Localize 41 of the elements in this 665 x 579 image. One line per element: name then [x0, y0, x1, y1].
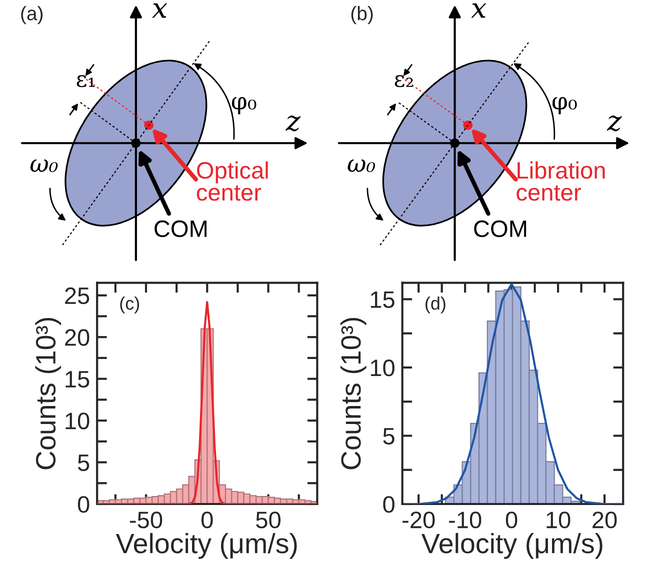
x-tick-label: -50 [130, 512, 162, 528]
x-tick-label: -10 [449, 512, 482, 528]
text: ω₀ [348, 160, 376, 172]
x-tick-label: 20 [592, 512, 617, 528]
y-axis-title: Counts (10³) [340, 318, 366, 470]
x-axis-title: Velocity (μm/s) [116, 532, 297, 559]
y-tick-label: 15 [66, 371, 90, 388]
text: (a) [21, 6, 43, 24]
text: ε₁ [76, 75, 94, 88]
text: COM [474, 220, 526, 238]
y-tick-label: 10 [66, 412, 90, 430]
text: Libration center [516, 161, 605, 201]
text: z [606, 116, 622, 132]
text: (b) [351, 6, 373, 24]
annotation: (d) [426, 296, 446, 314]
x-tick-label: -20 [402, 512, 435, 528]
text: COM [154, 220, 207, 238]
text: x [152, 3, 168, 18]
text: φ₀ [232, 97, 256, 114]
text: x [471, 3, 486, 18]
y-axis-title: Counts (10³) [35, 318, 62, 470]
text: ω₀ [30, 160, 58, 172]
y-tick-label: 10 [370, 360, 394, 376]
y-tick-label: 0 [383, 496, 394, 513]
text: z [286, 116, 301, 132]
annotation: (c) [120, 296, 140, 314]
x-axis-title: Velocity (μm/s) [421, 532, 602, 559]
y-tick-label: 15 [370, 292, 394, 308]
y-tick-label: 0 [78, 496, 90, 513]
x-tick-label: 10 [546, 512, 570, 528]
text: ε₂ [394, 75, 413, 88]
y-tick-label: 20 [65, 329, 90, 346]
text: Optical center [196, 161, 268, 201]
x-tick-label: 0 [506, 512, 518, 528]
y-tick-label: 5 [383, 428, 394, 445]
y-tick-label: 5 [78, 454, 90, 472]
x-tick-label: 50 [256, 512, 280, 528]
x-tick-label: 0 [202, 512, 213, 528]
y-tick-label: 25 [65, 287, 90, 304]
line-series [404, 283, 624, 504]
text: φ₀ [552, 97, 577, 114]
